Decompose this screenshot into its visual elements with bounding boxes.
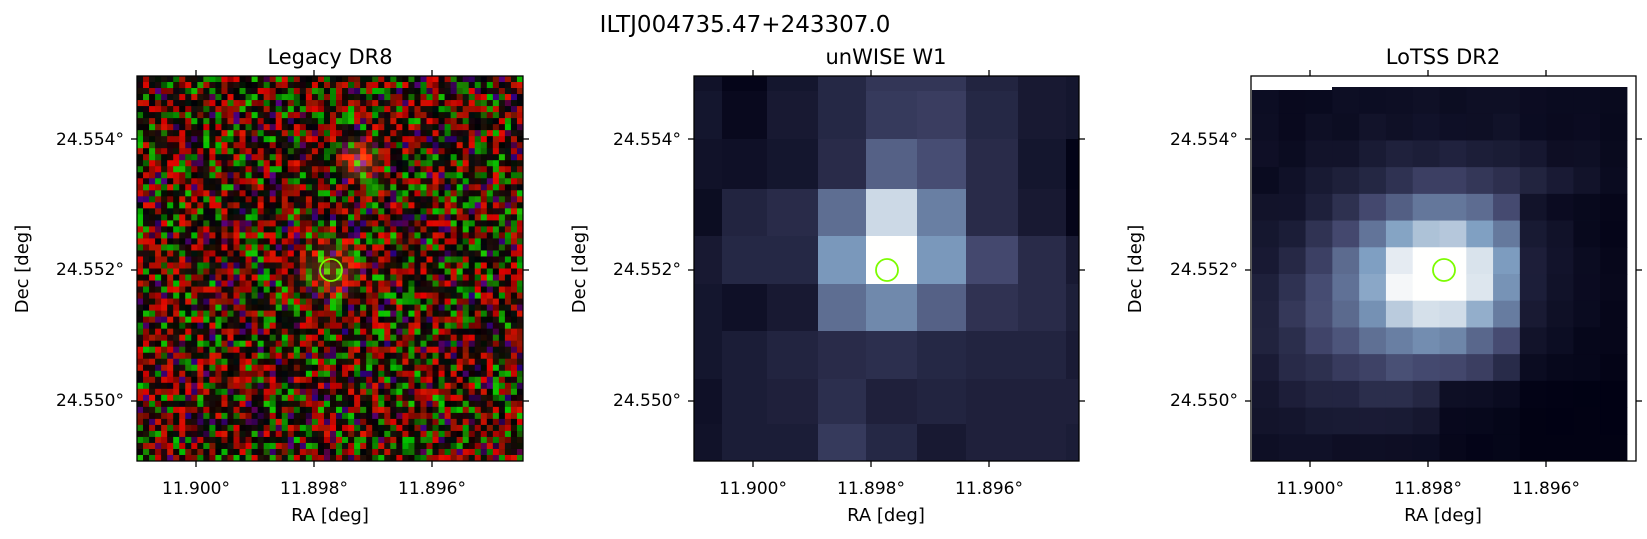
x-tick-label: 11.896° bbox=[1512, 479, 1580, 499]
legacy-image bbox=[137, 76, 524, 462]
x-tick-label: 11.896° bbox=[955, 479, 1023, 499]
source-marker bbox=[319, 258, 343, 282]
x-ticks: 11.900° 11.898° 11.896° bbox=[1276, 479, 1580, 499]
y-ticks: 24.554° 24.552° 24.550° bbox=[56, 130, 124, 411]
y-axis-label: Dec [deg] bbox=[569, 225, 590, 314]
x-axis-label: RA [deg] bbox=[1404, 505, 1482, 526]
y-tick-label: 24.552° bbox=[1170, 260, 1238, 280]
y-axis-label: Dec [deg] bbox=[12, 225, 33, 314]
axes-frame bbox=[1250, 75, 1637, 462]
x-tick-label: 11.900° bbox=[162, 479, 230, 499]
y-tick-label: 24.554° bbox=[1170, 130, 1238, 150]
y-tick-label: 24.552° bbox=[56, 260, 124, 280]
source-marker bbox=[1432, 258, 1456, 282]
y-tick-label: 24.554° bbox=[613, 130, 681, 150]
x-ticks: 11.900° 11.898° 11.896° bbox=[719, 479, 1023, 499]
unwise-image bbox=[694, 76, 1080, 462]
axes-frame bbox=[136, 75, 524, 462]
x-tick-label: 11.898° bbox=[1394, 479, 1462, 499]
axes-frame bbox=[693, 75, 1080, 462]
y-axis-label: Dec [deg] bbox=[1125, 225, 1146, 314]
x-ticks: 11.900° 11.898° 11.896° bbox=[162, 479, 466, 499]
panel-title: unWISE W1 bbox=[826, 45, 947, 69]
y-tick-label: 24.554° bbox=[56, 130, 124, 150]
y-ticks: 24.554° 24.552° 24.550° bbox=[1170, 130, 1238, 411]
y-tick-label: 24.550° bbox=[1170, 391, 1238, 411]
x-axis-label: RA [deg] bbox=[847, 505, 925, 526]
y-tick-label: 24.550° bbox=[56, 391, 124, 411]
x-tick-label: 11.896° bbox=[398, 479, 466, 499]
figure-suptitle: ILTJ004735.47+243307.0 bbox=[600, 12, 891, 38]
panel-legacy: Legacy DR8 11.900° 11.898° 11.896° 24.55… bbox=[12, 45, 524, 526]
x-tick-label: 11.900° bbox=[719, 479, 787, 499]
x-tick-label: 11.898° bbox=[837, 479, 905, 499]
x-tick-label: 11.900° bbox=[1276, 479, 1344, 499]
x-axis-label: RA [deg] bbox=[291, 505, 369, 526]
y-ticks: 24.554° 24.552° 24.550° bbox=[613, 130, 681, 411]
x-tick-label: 11.898° bbox=[280, 479, 348, 499]
lotss-image bbox=[1251, 76, 1636, 462]
y-tick-label: 24.550° bbox=[613, 391, 681, 411]
source-marker bbox=[875, 258, 899, 282]
panel-unwise: unWISE W1 11.900° 11.898° 11.896° 24.554… bbox=[569, 45, 1080, 526]
y-tick-label: 24.552° bbox=[613, 260, 681, 280]
panel-title: LoTSS DR2 bbox=[1386, 45, 1500, 69]
panel-title: Legacy DR8 bbox=[267, 45, 392, 69]
tick-marks bbox=[131, 70, 1642, 467]
panel-lotss: LoTSS DR2 11.900° 11.898° 11.896° 24.554… bbox=[1125, 45, 1637, 526]
